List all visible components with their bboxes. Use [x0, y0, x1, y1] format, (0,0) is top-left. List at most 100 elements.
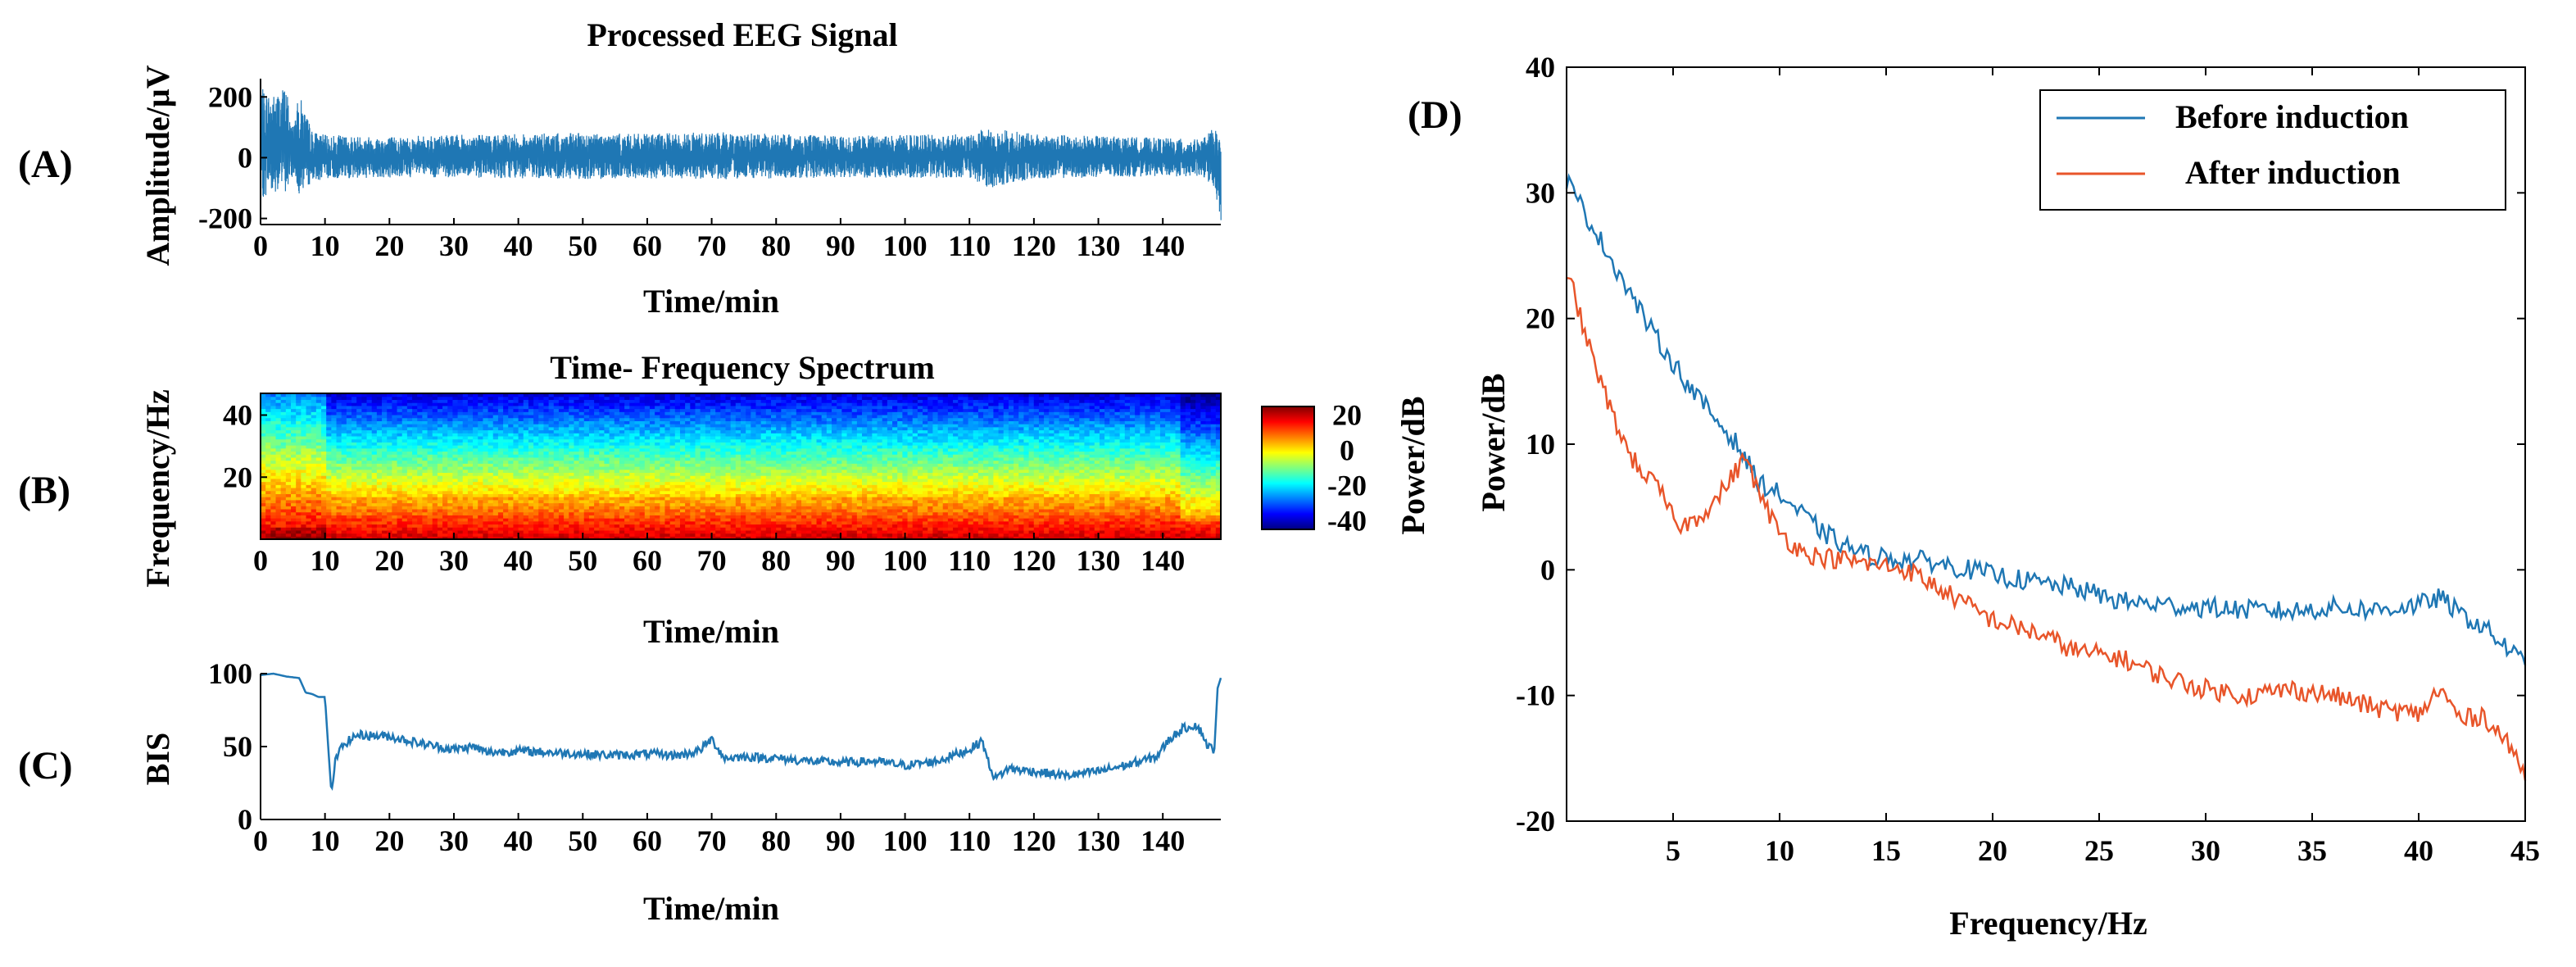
spectrogram-cell	[387, 399, 392, 403]
spectrogram-cell	[270, 487, 277, 492]
spectrogram-cell	[265, 502, 271, 506]
spectrogram-cell	[291, 487, 297, 492]
spectrogram-cell	[730, 420, 737, 424]
spectrogram-cell	[331, 429, 338, 434]
spectrogram-cell	[417, 429, 423, 434]
spectrogram-cell	[629, 399, 636, 403]
spectrogram-cell	[301, 487, 307, 492]
spectrogram-cell	[437, 445, 443, 449]
spectrogram-cell	[720, 445, 727, 449]
spectrogram-cell	[720, 460, 727, 464]
spectrogram-cell	[412, 490, 418, 494]
spectrogram-cell	[523, 487, 529, 492]
spectrogram-cell	[639, 487, 646, 492]
spectrogram-cell	[664, 466, 671, 470]
spectrogram-cell	[275, 527, 282, 531]
spectrogram-cell	[725, 520, 732, 525]
spectrogram-cell	[710, 520, 716, 525]
spectrogram-cell	[741, 481, 746, 485]
spectrogram-cell	[497, 466, 504, 470]
spectrogram-cell	[578, 420, 585, 424]
spectrogram-cell	[406, 506, 413, 510]
spectrogram-cell	[366, 393, 373, 397]
spectrogram-cell	[265, 529, 271, 534]
spectrogram-cell	[771, 502, 777, 506]
spectrogram-cell	[533, 478, 539, 483]
spectrogram-cell	[574, 456, 580, 461]
spectrogram-cell	[265, 490, 271, 494]
spectrogram-cell	[660, 502, 666, 506]
spectrogram-cell	[467, 454, 474, 458]
spectrogram-cell	[528, 533, 534, 537]
spectrogram-cell	[467, 518, 474, 522]
spectrogram-cell	[356, 426, 362, 431]
spectrogram-cell	[760, 472, 767, 476]
spectrogram-cell	[285, 466, 292, 470]
spectrogram-cell	[351, 451, 357, 455]
spectrogram-cell	[321, 536, 327, 540]
spectrogram-cell	[417, 451, 423, 455]
spectrogram-cell	[660, 429, 666, 434]
spectrogram-cell	[578, 490, 585, 494]
spectrogram-cell	[488, 511, 494, 515]
spectrogram-cell	[771, 393, 777, 397]
spectrogram-cell	[619, 499, 625, 504]
spectrogram-cell	[488, 447, 494, 452]
spectrogram-cell	[452, 429, 459, 434]
spectrogram-cell	[634, 506, 641, 510]
spectrogram-cell	[452, 417, 459, 421]
spectrogram-cell	[583, 472, 590, 476]
spectrogram-cell	[679, 466, 686, 470]
spectrogram-cell	[730, 490, 737, 494]
spectrogram-cell	[301, 408, 307, 412]
spectrogram-cell	[624, 524, 630, 528]
spectrogram-cell	[604, 438, 610, 443]
spectrogram-cell	[447, 435, 453, 440]
spectrogram-cell	[655, 527, 660, 531]
spectrogram-cell	[361, 518, 368, 522]
spectrogram-cell	[361, 433, 368, 437]
spectrogram-cell	[492, 438, 499, 443]
spectrogram-cell	[280, 533, 287, 537]
spectrogram-cell	[594, 520, 600, 525]
spectrogram-cell	[427, 472, 433, 476]
spectrogram-cell	[639, 502, 646, 506]
spectrogram-cell	[432, 402, 438, 406]
spectrogram-cell	[649, 533, 655, 537]
spectrogram-cell	[401, 472, 408, 476]
spectrogram-cell	[629, 435, 636, 440]
spectrogram-cell	[624, 520, 630, 525]
spectrogram-cell	[351, 497, 357, 501]
spectrogram-cell	[695, 472, 701, 476]
spectrogram-cell	[629, 536, 636, 540]
spectrogram-cell	[270, 506, 277, 510]
spectrogram-cell	[371, 417, 378, 421]
spectrogram-cell	[356, 475, 362, 479]
spectrogram-cell	[462, 520, 469, 525]
spectrogram-cell	[564, 520, 569, 525]
spectrogram-cell	[412, 411, 418, 415]
spectrogram-cell	[574, 520, 580, 525]
spectrogram-cell	[331, 515, 338, 519]
spectrogram-cell	[503, 447, 509, 452]
spectrogram-cell	[720, 433, 727, 437]
spectrogram-cell	[700, 451, 706, 455]
spectrogram-cell	[492, 520, 499, 525]
spectrogram-cell	[296, 515, 302, 519]
spectrogram-cell	[588, 478, 595, 483]
spectrogram-cell	[447, 426, 453, 431]
spectrogram-cell	[326, 435, 332, 440]
spectrogram-cell	[261, 411, 266, 415]
spectrogram-cell	[730, 411, 737, 415]
spectrogram-cell	[594, 493, 600, 497]
spectrogram-cell	[599, 520, 605, 525]
spectrogram-cell	[599, 456, 605, 461]
spectrogram-cell	[488, 536, 494, 540]
spectrogram-cell	[326, 518, 332, 522]
spectrogram-cell	[604, 472, 610, 476]
spectrogram-cell	[513, 396, 519, 401]
spectrogram-cell	[765, 429, 772, 434]
spectrogram-cell	[478, 484, 484, 488]
spectrogram-cell	[280, 506, 287, 510]
spectrogram-cell	[497, 536, 504, 540]
